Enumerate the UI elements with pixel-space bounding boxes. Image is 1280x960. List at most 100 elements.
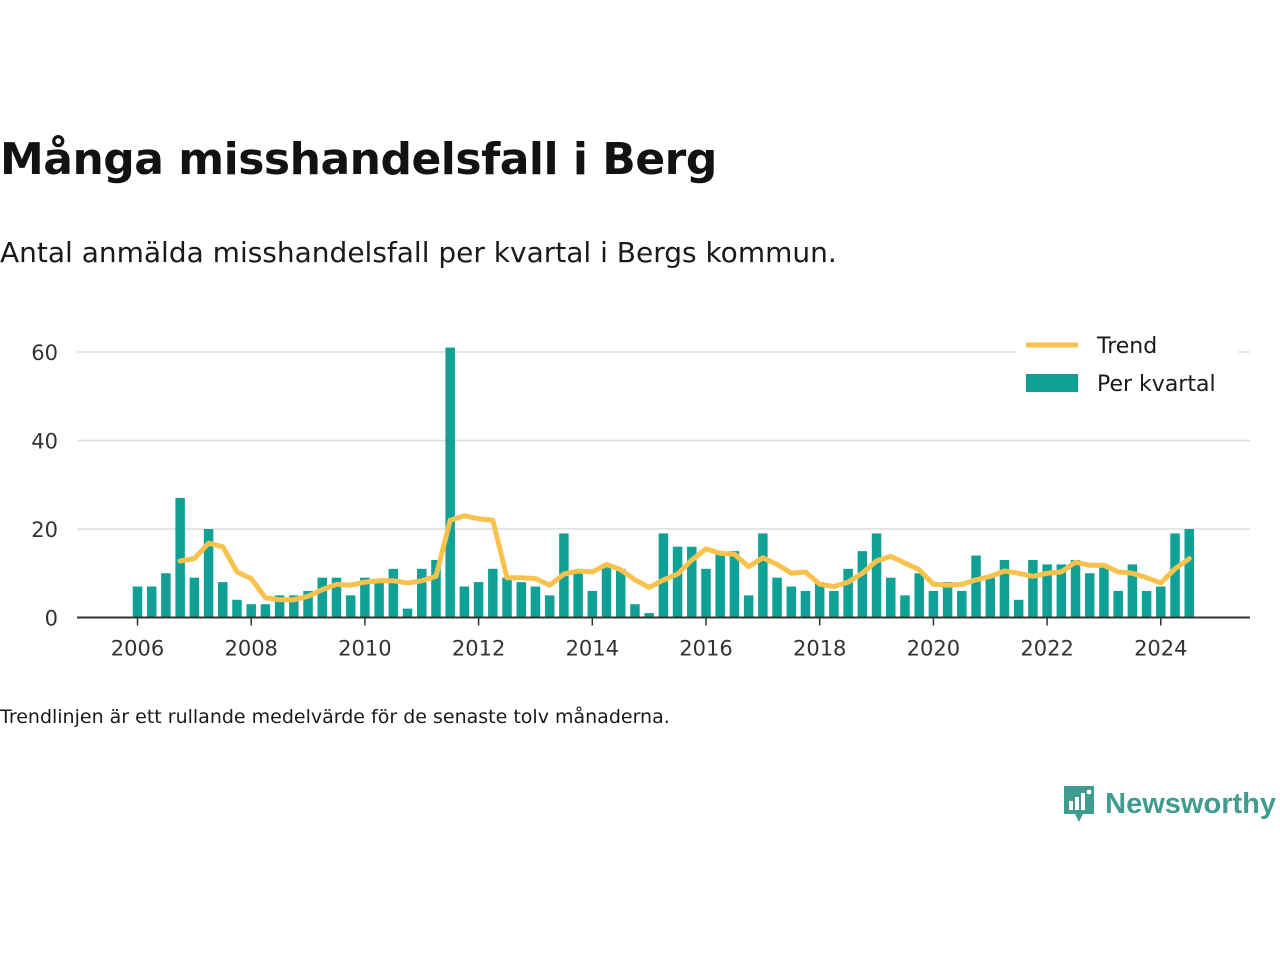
bar <box>516 582 526 618</box>
bar <box>772 577 782 618</box>
x-tick-label: 2014 <box>566 637 619 661</box>
bar <box>303 590 313 618</box>
legend-bar-swatch <box>1026 374 1078 392</box>
bar <box>829 590 839 618</box>
bar <box>374 582 384 618</box>
y-tick-label: 0 <box>45 607 58 631</box>
bar <box>928 590 939 618</box>
bar <box>544 595 555 618</box>
bar <box>758 533 768 618</box>
y-tick-label: 20 <box>31 518 58 542</box>
bar <box>1156 586 1166 618</box>
trend-line <box>177 513 1192 603</box>
x-tick-label: 2012 <box>452 637 505 661</box>
bar <box>601 564 612 618</box>
bar <box>1028 559 1038 618</box>
bar <box>530 586 541 618</box>
bar <box>260 604 271 618</box>
bar <box>1084 573 1095 618</box>
brand-logo: Newsworthy <box>1061 784 1276 824</box>
legend-bar-label: Per kvartal <box>1097 372 1216 397</box>
y-tick-label: 40 <box>31 430 58 454</box>
bar <box>1170 533 1180 618</box>
bar <box>687 546 697 618</box>
bar <box>630 604 640 618</box>
y-axis: 0 20 40 60 <box>31 341 58 631</box>
bar <box>161 573 171 618</box>
bar <box>1042 564 1052 618</box>
bar <box>843 568 853 618</box>
bar <box>1141 590 1152 618</box>
bar <box>459 586 470 618</box>
bar <box>1184 529 1194 618</box>
bar <box>957 590 967 618</box>
bar <box>615 568 626 618</box>
bar <box>743 595 754 618</box>
x-tick-label: 2008 <box>224 637 277 661</box>
x-tick-label: 2006 <box>111 637 164 661</box>
x-tick-label: 2022 <box>1020 637 1073 661</box>
x-tick-label: 2016 <box>679 637 732 661</box>
bar <box>175 498 185 618</box>
bar <box>402 608 413 618</box>
bar <box>146 586 157 618</box>
bar <box>502 577 512 618</box>
chart-title: Många misshandelsfall i Berg <box>0 134 717 185</box>
y-tick-label: 60 <box>31 341 58 365</box>
bar <box>1127 564 1138 618</box>
bar <box>1013 599 1024 618</box>
bar <box>587 590 598 618</box>
bar <box>886 577 896 618</box>
x-tick-label: 2020 <box>907 637 960 661</box>
bar <box>871 533 882 618</box>
bar <box>218 582 228 618</box>
newsworthy-icon <box>1064 786 1095 822</box>
bar <box>488 568 498 618</box>
bar <box>672 546 683 618</box>
bar <box>701 568 711 618</box>
bar <box>985 577 995 618</box>
bar <box>473 582 484 618</box>
bar <box>189 577 200 618</box>
bar <box>246 604 256 618</box>
trend-series <box>177 513 1192 603</box>
bar <box>317 577 328 618</box>
footnote: Trendlinjen är ett rullande medelvärde f… <box>0 706 670 728</box>
bar <box>1056 564 1067 618</box>
bar <box>1099 564 1109 618</box>
bar-series <box>132 347 1194 618</box>
bar <box>971 555 981 618</box>
bar <box>1113 590 1123 618</box>
bar <box>786 586 797 618</box>
bar <box>914 573 924 618</box>
x-tick-label: 2018 <box>793 637 846 661</box>
bar <box>445 347 455 618</box>
x-axis: 2006 2008 2010 2012 2014 2016 2018 2020 2022 2024 <box>77 616 1250 661</box>
bar <box>800 590 811 618</box>
bar <box>388 568 399 618</box>
legend: Trend Per kvartal <box>1016 330 1238 410</box>
bar <box>331 577 342 618</box>
bar <box>715 551 725 618</box>
bar <box>203 529 214 618</box>
bar <box>417 568 427 618</box>
chart-area: 2006 2008 2010 2012 2014 2016 2018 2020 2022 2024… <box>31 330 1250 661</box>
bar <box>289 595 299 618</box>
bar <box>345 595 356 618</box>
bar <box>360 577 370 618</box>
bar <box>431 559 441 618</box>
bar <box>644 613 654 618</box>
bar <box>814 582 825 618</box>
bar <box>729 551 740 618</box>
x-tick-label: 2024 <box>1134 637 1187 661</box>
x-tick-label: 2010 <box>338 637 391 661</box>
bar <box>658 533 669 618</box>
chart-subtitle: Antal anmälda misshandelsfall per kvarta… <box>0 236 837 269</box>
bar <box>942 582 953 618</box>
bar <box>857 551 868 618</box>
bar <box>132 586 143 618</box>
bar <box>232 599 242 618</box>
bar <box>999 559 1010 618</box>
bar <box>274 595 285 618</box>
bar <box>1070 559 1081 618</box>
